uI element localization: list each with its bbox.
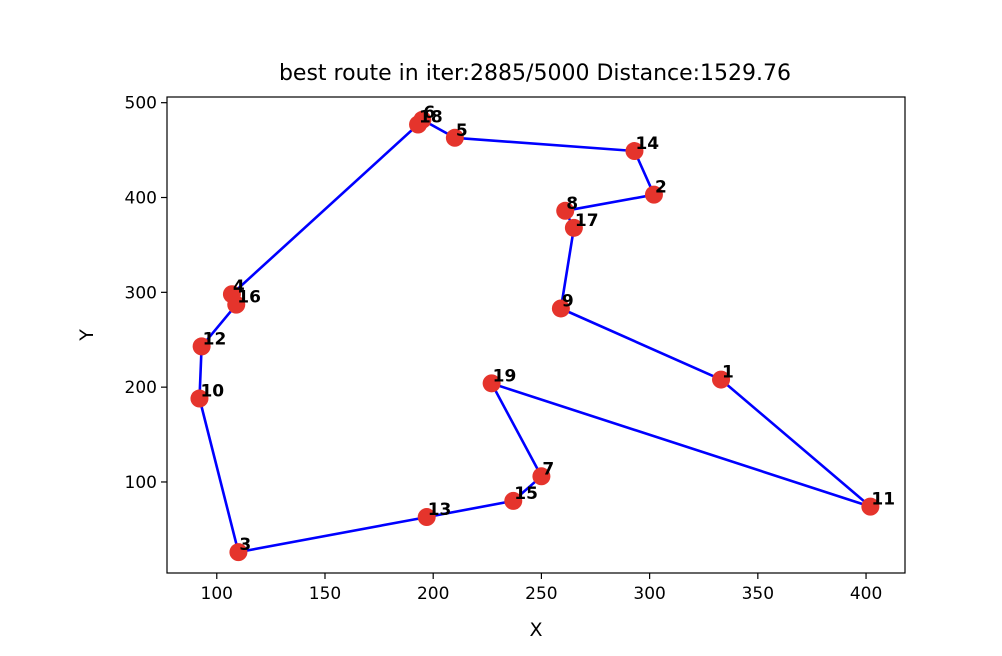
x-tick-label: 250 (525, 584, 557, 604)
x-tick-label: 400 (850, 584, 882, 604)
y-tick-label: 100 (125, 473, 157, 493)
city-point-19 (482, 374, 501, 393)
city-label-11: 11 (871, 490, 895, 510)
city-label-5: 5 (456, 121, 468, 141)
city-point-15 (504, 491, 523, 510)
x-tick-label: 200 (417, 584, 449, 604)
x-tick-label: 300 (633, 584, 665, 604)
city-point-5 (445, 128, 464, 147)
city-label-12: 12 (203, 329, 227, 349)
y-tick-label: 200 (125, 378, 157, 398)
x-tick-label: 150 (309, 584, 341, 604)
city-point-18 (409, 115, 428, 134)
city-point-13 (417, 508, 436, 527)
city-label-16: 16 (237, 288, 261, 308)
city-label-3: 3 (239, 535, 251, 555)
city-label-7: 7 (542, 459, 554, 479)
plot-frame (166, 96, 906, 574)
city-label-8: 8 (566, 194, 578, 214)
chart-title: best route in iter:2885/5000 Distance:15… (279, 61, 791, 86)
y-tick-label: 300 (125, 283, 157, 303)
city-point-10 (190, 389, 209, 408)
y-axis-label: Y (76, 329, 98, 342)
city-point-11 (861, 497, 880, 516)
city-label-9: 9 (562, 291, 574, 311)
city-label-2: 2 (655, 178, 667, 198)
route-line (198, 118, 872, 554)
city-label-14: 14 (635, 134, 659, 154)
city-label-10: 10 (200, 382, 224, 402)
city-label-4: 4 (233, 277, 245, 297)
city-label-15: 15 (514, 484, 538, 504)
city-point-12 (192, 337, 211, 356)
y-tick-label: 500 (125, 94, 157, 114)
city-label-1: 1 (722, 363, 734, 383)
city-point-7 (532, 467, 551, 486)
y-axis-ticks: 100 200 300 400 500 (125, 94, 167, 493)
city-point-8 (556, 201, 575, 220)
x-tick-label: 350 (742, 584, 774, 604)
city-point-17 (564, 218, 583, 237)
city-point-3 (229, 543, 248, 562)
city-label-17: 17 (575, 211, 599, 231)
y-tick-label: 400 (125, 189, 157, 209)
x-axis-label: X (529, 619, 542, 641)
city-label-13: 13 (428, 500, 452, 520)
city-label-18: 18 (419, 107, 443, 127)
points-layer (190, 110, 880, 562)
city-point-14 (625, 142, 644, 161)
x-tick-label: 100 (201, 584, 233, 604)
x-axis-ticks: 100 150 200 250 300 350 400 (201, 573, 882, 604)
city-label-6: 6 (423, 103, 435, 123)
city-point-2 (644, 185, 663, 204)
city-point-16 (227, 295, 246, 314)
route-layer (198, 118, 872, 554)
city-point-9 (551, 299, 570, 318)
city-label-19: 19 (493, 366, 517, 386)
city-point-1 (712, 370, 731, 389)
